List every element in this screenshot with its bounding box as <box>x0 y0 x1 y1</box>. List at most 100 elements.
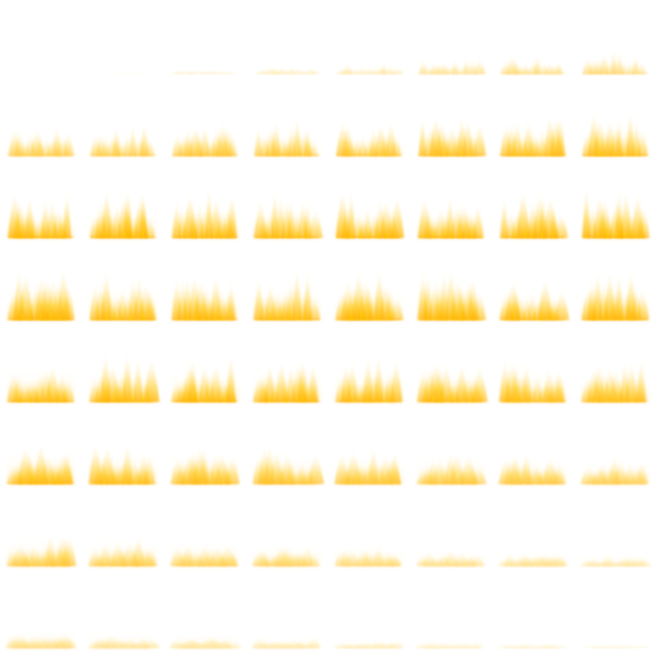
flame-tongue <box>226 278 236 320</box>
flame-base <box>173 482 237 485</box>
flame-tongue <box>500 194 509 238</box>
flame-tongue <box>615 50 624 74</box>
flame-tongue <box>552 644 568 648</box>
flame-tongue <box>204 184 214 238</box>
flame-tongue <box>636 204 650 238</box>
flame-tongue <box>142 637 161 648</box>
flame-tongue <box>471 463 487 484</box>
flame-frame <box>88 440 156 485</box>
flame-tongue <box>144 288 157 320</box>
flame-tongue <box>635 288 650 320</box>
flame-frame <box>333 639 404 648</box>
flame-core <box>59 227 64 238</box>
flame-tongue <box>189 69 196 74</box>
flame-tongue <box>287 66 297 74</box>
flame-frame <box>172 184 238 239</box>
flame-frame <box>582 183 650 239</box>
flame-tongue <box>385 63 395 74</box>
flame-frame <box>580 552 652 566</box>
flame-tongue <box>582 183 591 238</box>
flame-base <box>583 564 647 566</box>
flame-tongue <box>471 290 487 320</box>
flame-core <box>358 228 364 238</box>
flame-core <box>522 147 527 156</box>
flame-core <box>440 228 446 238</box>
flame-tongue <box>309 137 318 156</box>
flame-tongue <box>389 357 403 402</box>
flame-frame <box>499 276 570 321</box>
flame-tongue <box>634 646 650 648</box>
flame-tongue <box>62 281 75 320</box>
flame-tongue <box>302 268 313 320</box>
flame-base <box>173 318 237 321</box>
flame-tongue <box>626 59 634 74</box>
flame-core <box>286 310 291 320</box>
flame-core <box>386 310 392 320</box>
flame-base <box>255 564 319 567</box>
flame-base <box>255 400 319 403</box>
flame-core <box>459 146 465 156</box>
flame-tongue <box>614 270 624 320</box>
flame-base <box>9 482 73 485</box>
flame-core <box>522 311 527 320</box>
flame-base <box>91 646 155 649</box>
flame-core <box>140 228 146 238</box>
flame-frame <box>417 193 484 239</box>
flame-frame <box>499 357 566 403</box>
flame-tongue <box>123 131 131 156</box>
flame-frame <box>417 359 488 403</box>
flame-base <box>501 400 565 403</box>
flame-frame <box>500 53 566 75</box>
flame-tongue <box>451 58 460 74</box>
flame-frame <box>253 188 323 239</box>
flame-base <box>419 72 483 75</box>
flame-tongue <box>635 459 649 484</box>
flame-tongue <box>306 550 319 566</box>
flame-frame <box>89 186 156 239</box>
flame-frame <box>251 543 320 567</box>
flame-base <box>337 72 401 75</box>
flame-base <box>337 482 401 485</box>
flame-base <box>91 400 155 403</box>
flame-tongue <box>462 56 470 74</box>
flame-tongue <box>286 195 296 238</box>
flame-base <box>337 236 401 239</box>
flame-tongue <box>380 61 388 74</box>
flame-frame <box>5 629 77 649</box>
flame-tongue <box>35 130 44 156</box>
flame-tongue <box>472 121 487 156</box>
flame-core <box>213 228 219 238</box>
flame-frame <box>335 267 404 321</box>
flame-base <box>255 236 319 239</box>
flame-tongue <box>471 365 488 402</box>
flame-glow <box>254 636 320 648</box>
flame-tongue <box>390 192 405 238</box>
flame-frame <box>6 440 74 485</box>
flame-frame <box>90 120 156 157</box>
flame-frame <box>90 72 157 74</box>
flame-core <box>359 310 364 320</box>
flame-frame <box>497 642 568 648</box>
flame-frame <box>6 532 77 567</box>
flame-base <box>419 564 483 567</box>
flame-tongue <box>472 201 484 238</box>
flame-tongue <box>388 552 402 566</box>
flame-frame <box>7 362 75 403</box>
flame-tongue <box>112 123 121 156</box>
flame-tongue <box>418 57 428 74</box>
flame-base <box>583 154 647 157</box>
flame-tongue <box>554 211 569 238</box>
flame-base <box>173 72 237 74</box>
flame-tongue <box>132 355 144 402</box>
flame-tongue <box>636 127 648 156</box>
flame-tongue <box>621 59 628 74</box>
flame-tongue <box>260 67 268 74</box>
flame-tongue <box>363 205 372 238</box>
flame-tongue <box>389 448 401 484</box>
flame-core <box>204 393 209 402</box>
flame-base <box>91 482 155 485</box>
flame-base <box>9 154 73 157</box>
flame-base <box>337 646 401 648</box>
